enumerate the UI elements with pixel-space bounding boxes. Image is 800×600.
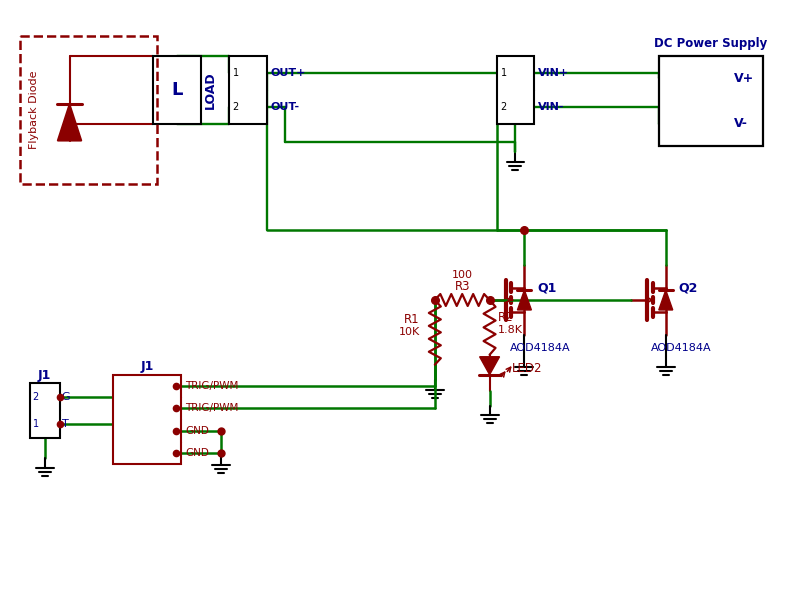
Text: 10K: 10K [398, 327, 420, 337]
Text: Flyback Diode: Flyback Diode [29, 71, 38, 149]
Text: TRIG/PWM: TRIG/PWM [185, 403, 238, 413]
Text: G: G [62, 392, 70, 401]
Text: J1: J1 [38, 369, 51, 382]
Text: 100: 100 [452, 270, 473, 280]
Text: LED2: LED2 [511, 362, 542, 375]
Bar [114, 374, 181, 464]
Text: LOAD: LOAD [204, 71, 217, 109]
Text: T: T [62, 419, 68, 430]
Text: AOD4184A: AOD4184A [651, 343, 711, 353]
Text: R1: R1 [404, 313, 420, 326]
Text: VIN-: VIN- [538, 102, 565, 112]
Polygon shape [58, 104, 82, 141]
Text: OUT+: OUT+ [270, 68, 306, 78]
Text: V+: V+ [734, 71, 754, 85]
Text: OUT-: OUT- [270, 102, 300, 112]
Text: R3: R3 [454, 280, 470, 293]
Polygon shape [480, 357, 499, 374]
Bar [153, 56, 201, 124]
Text: 1: 1 [501, 68, 506, 78]
Text: VIN+: VIN+ [538, 68, 570, 78]
Bar [229, 56, 266, 124]
Text: GND: GND [185, 448, 209, 458]
Bar [497, 56, 534, 124]
Bar [20, 36, 157, 184]
Text: Q2: Q2 [678, 281, 698, 295]
Text: J1: J1 [141, 360, 154, 373]
Text: 2: 2 [233, 102, 239, 112]
Text: TRIG/PWM: TRIG/PWM [185, 381, 238, 391]
Text: 2: 2 [33, 392, 39, 401]
Text: 1: 1 [33, 419, 38, 430]
Text: R2: R2 [498, 311, 513, 325]
Text: Q1: Q1 [538, 281, 557, 295]
Text: AOD4184A: AOD4184A [510, 343, 570, 353]
Text: V-: V- [734, 118, 747, 130]
Bar [30, 383, 59, 439]
Text: GND: GND [185, 425, 209, 436]
Text: 2: 2 [500, 102, 506, 112]
Polygon shape [658, 290, 673, 310]
Polygon shape [518, 290, 531, 310]
Text: L: L [171, 81, 182, 99]
Text: 1.8K: 1.8K [498, 325, 522, 335]
Text: DC Power Supply: DC Power Supply [654, 37, 768, 50]
Text: 1: 1 [233, 68, 239, 78]
Bar [658, 56, 763, 146]
